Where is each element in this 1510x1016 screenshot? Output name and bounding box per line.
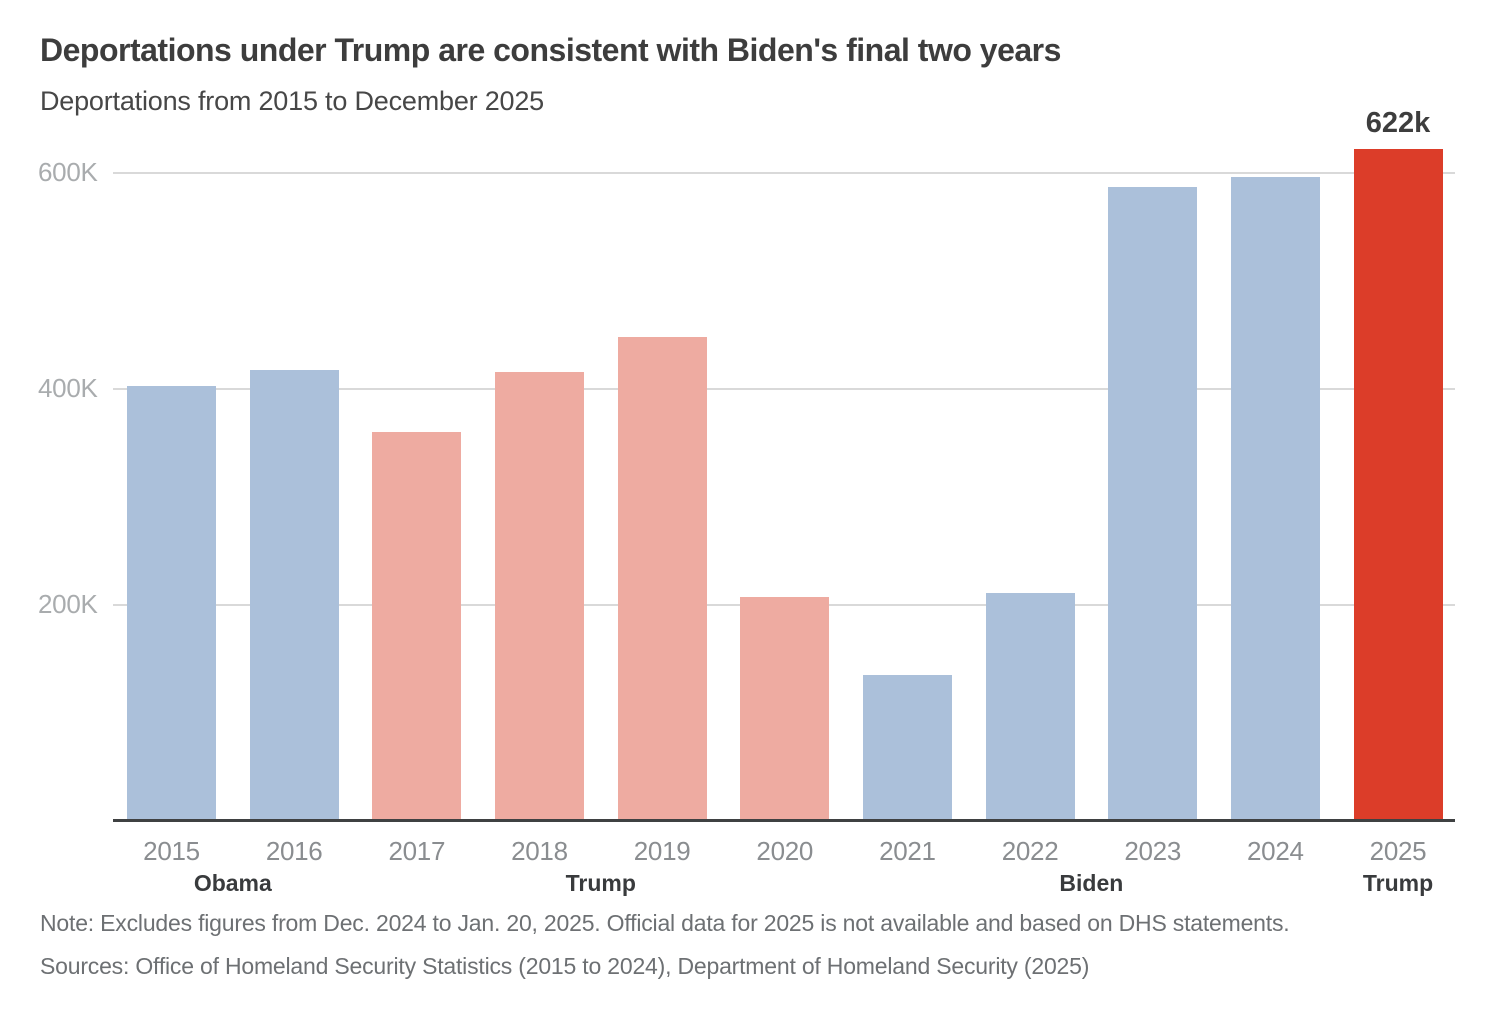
bar-2025 — [1353, 149, 1443, 821]
x-axis-label-2019: 2019 — [633, 836, 691, 866]
chart-note: Note: Excludes figures from Dec. 2024 to… — [40, 910, 1290, 936]
president-label-trump: Trump — [565, 870, 636, 896]
x-axis-label-2015: 2015 — [143, 836, 200, 866]
x-axis-label-2016: 2016 — [265, 836, 323, 866]
bar-2024 — [1230, 177, 1320, 821]
x-axis-label-2017: 2017 — [388, 836, 446, 866]
x-axis-label-2024: 2024 — [1247, 836, 1304, 866]
bar-2022 — [985, 593, 1075, 821]
bar-2020 — [740, 597, 830, 821]
chart-title: Deportations under Trump are consistent … — [40, 32, 1061, 68]
gridline-600k — [113, 172, 1455, 174]
president-label-trump: Trump — [1362, 870, 1434, 896]
y-axis-tick-400k: 400K — [38, 373, 98, 403]
bar-2017 — [372, 432, 462, 821]
x-axis-label-2025: 2025 — [1369, 836, 1427, 866]
bar-2021 — [862, 675, 952, 821]
president-label-biden: Biden — [1059, 870, 1124, 896]
gridline-400k — [113, 388, 1455, 390]
bar-value-label: 622k — [1365, 107, 1431, 140]
x-axis-line — [113, 819, 1455, 822]
y-axis-tick-600k: 600K — [38, 157, 98, 187]
bar-2019 — [617, 337, 707, 821]
bar-2015 — [127, 385, 216, 821]
bar-2023 — [1108, 187, 1198, 821]
president-label-obama: Obama — [193, 870, 272, 896]
x-axis-label-2022: 2022 — [1001, 836, 1059, 866]
x-axis-label-2020: 2020 — [756, 836, 814, 866]
x-axis-label-2018: 2018 — [511, 836, 568, 866]
bar-2018 — [494, 371, 584, 821]
chart-sources: Sources: Office of Homeland Security Sta… — [40, 953, 1090, 979]
bar-2016 — [249, 369, 339, 821]
chart-subtitle: Deportations from 2015 to December 2025 — [40, 86, 544, 116]
x-axis-label-2023: 2023 — [1124, 836, 1181, 866]
y-axis-tick-200k: 200K — [38, 589, 98, 619]
x-axis-label-2021: 2021 — [879, 836, 936, 866]
